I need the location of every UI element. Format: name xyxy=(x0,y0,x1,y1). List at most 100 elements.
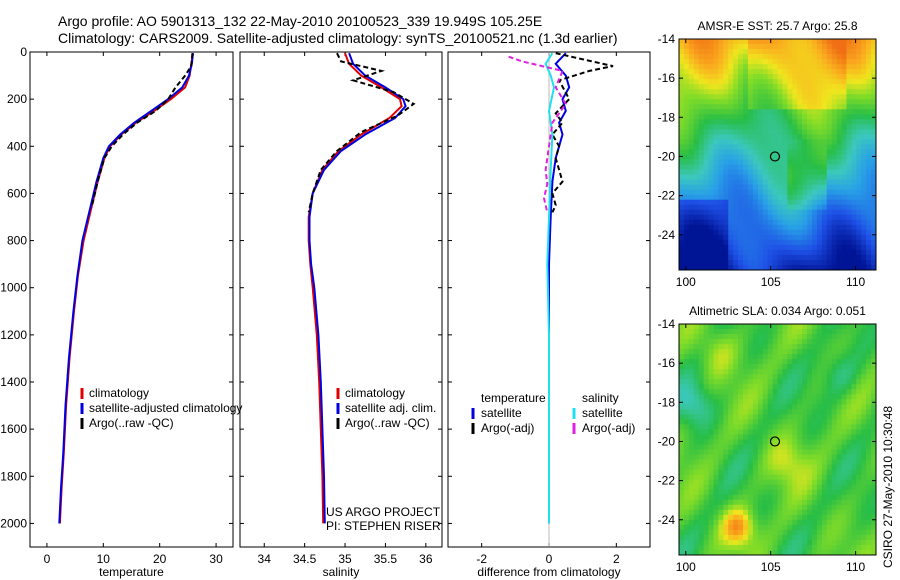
sst_map-cell xyxy=(743,184,749,191)
sla_map-cell xyxy=(713,339,719,345)
sla_map-cell xyxy=(713,549,719,556)
sla_map-cell xyxy=(728,419,734,425)
sla_map-cell xyxy=(802,499,808,506)
sst_map-cell xyxy=(693,54,700,60)
sla_map-cell xyxy=(693,474,700,481)
sst_map-cell xyxy=(802,264,808,271)
sst_map-cell xyxy=(708,149,714,155)
sst_map-cell xyxy=(782,194,788,201)
sla_map-cell xyxy=(807,499,813,506)
sla_map-cell xyxy=(826,459,833,466)
sst_map-cell xyxy=(728,94,734,100)
sla_map-cell xyxy=(816,384,823,390)
sst_map-cell xyxy=(802,204,808,211)
sst_map-cell xyxy=(743,79,749,85)
sst_map-cell xyxy=(787,89,793,95)
sla_map-cell xyxy=(743,369,749,375)
sla_map-cell xyxy=(811,414,818,420)
sst_map-cell xyxy=(787,49,793,55)
sst_map-cell xyxy=(688,214,695,221)
sla_map-cell xyxy=(826,439,833,445)
sst_map-cell xyxy=(747,174,754,181)
sst_map-cell xyxy=(708,249,714,256)
sla_map-cell xyxy=(787,489,793,496)
sst_map-cell xyxy=(841,104,847,110)
sst_map-cell xyxy=(767,214,773,221)
sla_map-cell xyxy=(693,404,700,410)
sla_map-cell xyxy=(871,459,877,466)
sla_map-cell xyxy=(836,509,842,516)
sla_map-cell xyxy=(679,479,685,486)
sla_map-cell xyxy=(772,549,778,556)
sla_map-cell xyxy=(811,474,818,481)
sst_map-cell xyxy=(861,244,867,251)
sla_map-cell xyxy=(679,499,685,506)
sla_map-cell xyxy=(802,429,808,435)
sla_map-cell xyxy=(693,514,700,521)
sla_map-cell xyxy=(703,364,709,370)
sla_map-cell xyxy=(816,399,823,405)
sst_map-cell xyxy=(856,104,862,110)
sla_map-cell xyxy=(757,369,764,375)
sst_map-cell xyxy=(728,264,734,271)
sst_map-cell xyxy=(757,64,764,70)
sla_map-cell xyxy=(866,434,872,440)
sla_map-cell xyxy=(836,519,842,526)
sst_map-cell xyxy=(757,184,764,191)
sla_map-cell xyxy=(807,414,813,420)
sst_map-cell xyxy=(723,59,729,65)
sst_map-cell xyxy=(821,159,828,165)
sla_map-cell xyxy=(787,529,793,536)
sla_map-cell xyxy=(826,499,833,506)
sst_map-cell xyxy=(733,199,739,206)
sst_map-cell xyxy=(777,219,783,226)
sla_map-cell xyxy=(792,444,798,450)
sst_map-cell xyxy=(728,239,734,246)
sst_map-cell xyxy=(718,209,724,216)
sla_map-cell xyxy=(816,409,823,415)
sla_map-cell xyxy=(861,484,867,491)
sst_map-cell xyxy=(767,209,773,216)
sst_map-cell xyxy=(698,249,705,256)
sla_map-cell xyxy=(777,499,783,506)
sla_map-cell xyxy=(782,409,788,415)
sla_map-cell xyxy=(683,364,690,370)
sst_map-cell xyxy=(871,69,877,75)
sla_map-cell xyxy=(811,519,818,526)
sla_map-cell xyxy=(693,419,700,425)
sla_map-cell xyxy=(811,494,818,501)
sla_map-cell xyxy=(772,459,778,466)
sla_map-cell xyxy=(752,524,759,531)
sla_map-cell xyxy=(777,359,783,365)
sla_map-cell xyxy=(856,389,862,395)
sla_map-cell xyxy=(747,419,754,425)
sla_map-cell xyxy=(777,514,783,521)
sst_map-cell xyxy=(698,109,705,115)
sla_map-cell xyxy=(679,529,685,536)
sst_map-cell xyxy=(866,79,872,85)
sst_map-cell xyxy=(831,74,837,80)
sla_map-cell xyxy=(841,469,847,476)
temperature-xtick-label: 30 xyxy=(209,552,223,566)
sst_map-cell xyxy=(831,239,837,246)
sla_map-cell xyxy=(831,459,837,466)
sst_map-cell xyxy=(772,44,778,50)
sla_map-cell xyxy=(738,389,744,395)
salinity-legend-label: satellite adj. clim. xyxy=(345,401,436,415)
sst_map-cell xyxy=(767,254,773,261)
sst_map-cell xyxy=(747,124,754,130)
sla_map-cell xyxy=(688,549,695,556)
sst_map-cell xyxy=(866,254,872,261)
sst_map-cell xyxy=(856,184,862,191)
sst_map-cell xyxy=(698,104,705,110)
figure-title-line2: Climatology: CARS2009. Satellite-adjuste… xyxy=(58,30,618,46)
sla_map-cell xyxy=(703,369,709,375)
sst_map-cell xyxy=(752,149,759,155)
sst_map-cell xyxy=(698,134,705,140)
sla_map-cell xyxy=(718,374,724,380)
sla_map-cell xyxy=(826,544,833,551)
sla_map-cell xyxy=(683,324,690,330)
sla_map-cell xyxy=(757,479,764,486)
sla_map-cell xyxy=(762,414,769,420)
sla_map-cell xyxy=(708,419,714,425)
